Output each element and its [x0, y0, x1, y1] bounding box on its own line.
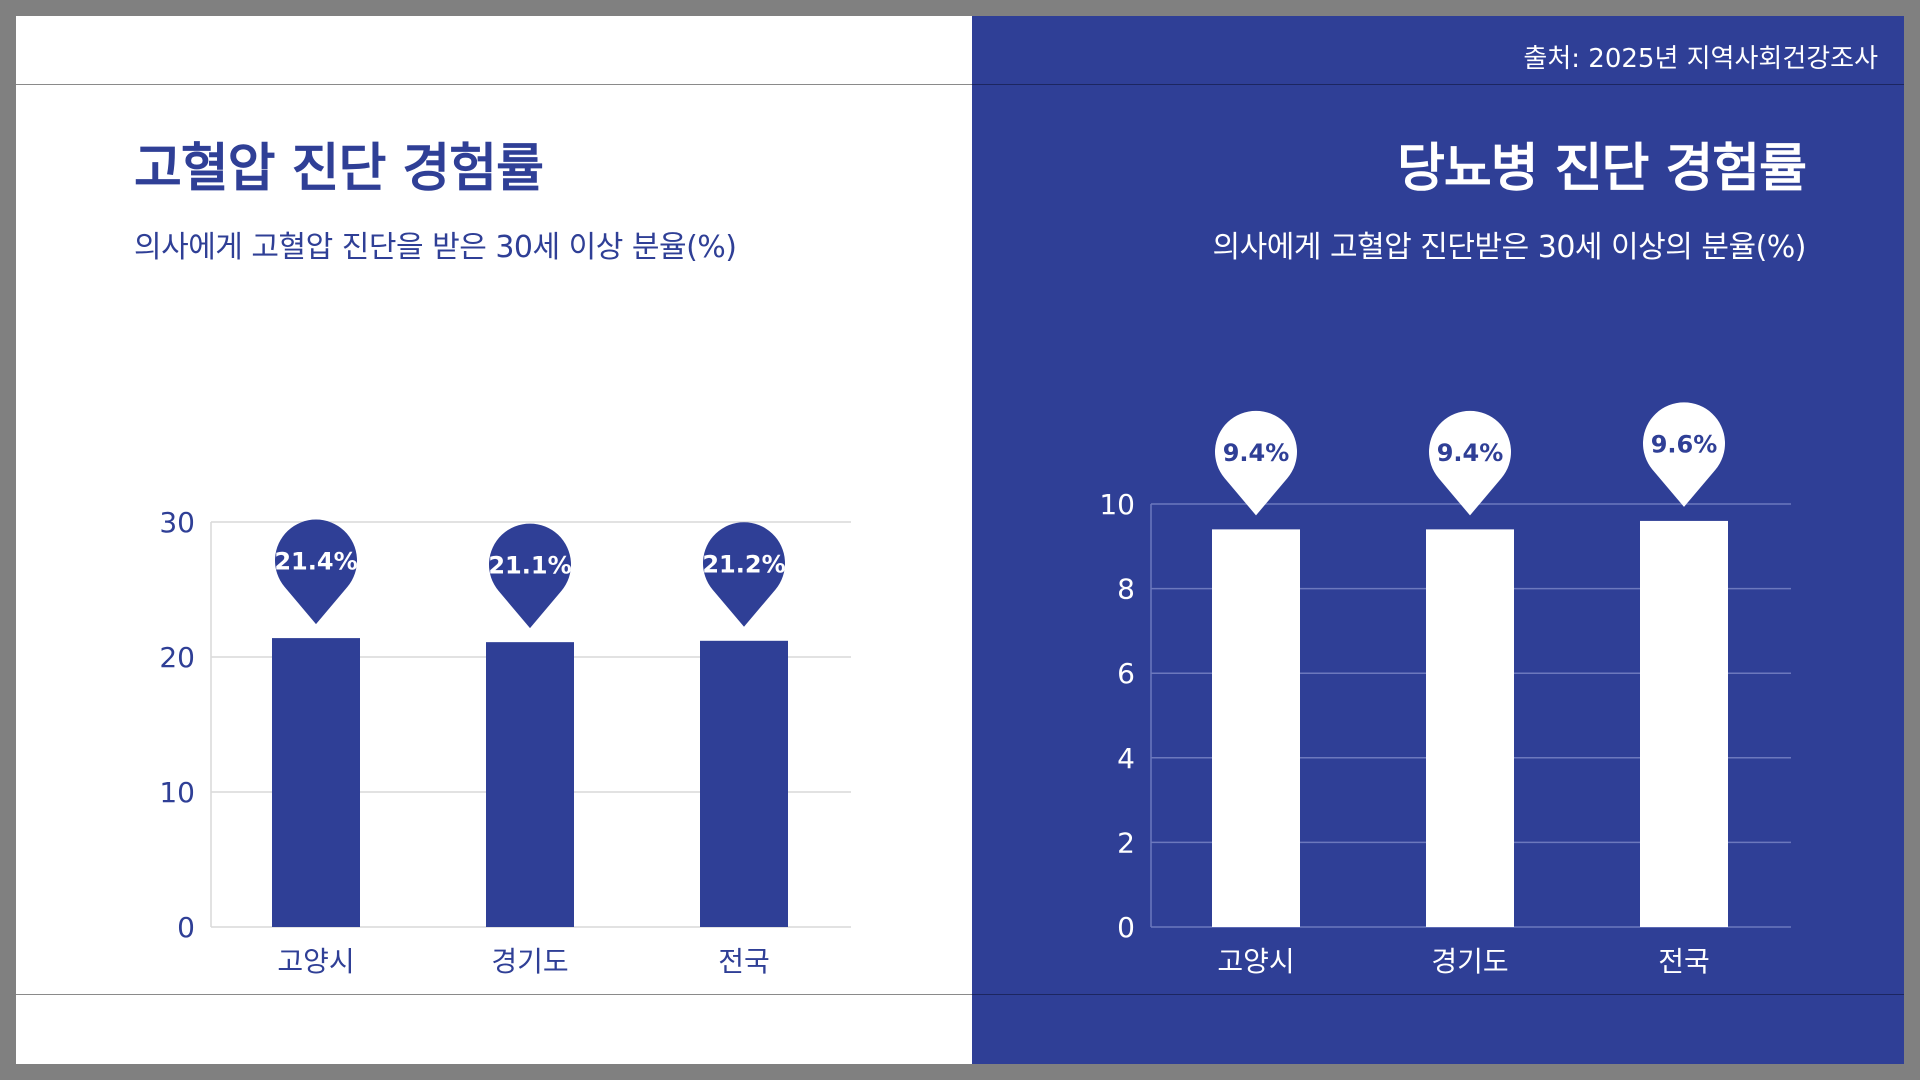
diabetes-bar [1426, 529, 1514, 927]
diabetes-y-tick-label: 2 [1117, 826, 1135, 859]
hypertension-data-label: 21.4% [274, 548, 357, 576]
hypertension-category-label: 고양시 [277, 945, 354, 978]
diabetes-category-label: 경기도 [1431, 945, 1508, 978]
source-note: 출처: 2025년 지역사회건강조사 [1523, 44, 1878, 74]
diabetes-data-label: 9.4% [1223, 439, 1290, 467]
hypertension-chart-title: 고혈압 진단 경험률 [134, 139, 544, 199]
hypertension-value-pin [702, 522, 785, 627]
diabetes-y-tick-label: 6 [1117, 657, 1135, 690]
hypertension-bar-chart: 0 10 20 30 21.4% 고양시 21.1% 경기도 21.2% 전국 [159, 506, 851, 978]
hypertension-y-tick-label: 0 [177, 911, 195, 944]
hypertension-value-pin [488, 523, 571, 629]
hypertension-y-tick-label: 10 [159, 776, 195, 809]
bottom-divider [16, 994, 1904, 995]
diabetes-value-pin [1215, 410, 1297, 516]
hypertension-bar [700, 640, 788, 927]
hypertension-category-label: 경기도 [491, 945, 568, 978]
hypertension-bar [486, 642, 574, 927]
hypertension-category-label: 전국 [718, 945, 770, 978]
diabetes-bar-chart: 0 2 4 6 8 10 9.4% 고양시 9.4% 경기도 9.6% 전국 [1099, 402, 1791, 978]
diabetes-chart-title: 당뇨병 진단 경험률 [1397, 139, 1807, 199]
diabetes-y-tick-label: 8 [1117, 573, 1135, 606]
diabetes-chart-subtitle: 의사에게 고혈압 진단받은 30세 이상의 분율(%) [1212, 230, 1807, 265]
hypertension-value-pin [275, 519, 357, 625]
diabetes-category-label: 전국 [1658, 945, 1710, 978]
diabetes-bar [1640, 520, 1728, 927]
diabetes-bar [1212, 529, 1300, 927]
hypertension-data-label: 21.1% [488, 552, 571, 580]
diabetes-y-tick-label: 10 [1099, 488, 1135, 521]
hypertension-data-label: 21.2% [702, 550, 785, 578]
hypertension-chart-subtitle: 의사에게 고혈압 진단을 받은 30세 이상 분율(%) [134, 230, 737, 265]
hypertension-y-tick-label: 30 [159, 506, 195, 539]
diabetes-value-pin [1642, 402, 1725, 507]
diabetes-data-label: 9.4% [1437, 439, 1504, 467]
hypertension-y-tick-label: 20 [159, 641, 195, 674]
slide: 출처: 2025년 지역사회건강조사 고혈압 진단 경험률 의사에게 고혈압 진… [16, 16, 1904, 1064]
diabetes-category-label: 고양시 [1217, 945, 1294, 978]
hypertension-bar [272, 638, 360, 927]
diabetes-value-pin [1429, 410, 1511, 516]
right-top-divider [972, 84, 1904, 85]
diabetes-data-label: 9.6% [1651, 430, 1718, 458]
diabetes-y-tick-label: 4 [1117, 742, 1135, 775]
top-divider [16, 84, 1904, 85]
diabetes-y-tick-label: 0 [1117, 911, 1135, 944]
right-bottom-divider [972, 994, 1904, 995]
